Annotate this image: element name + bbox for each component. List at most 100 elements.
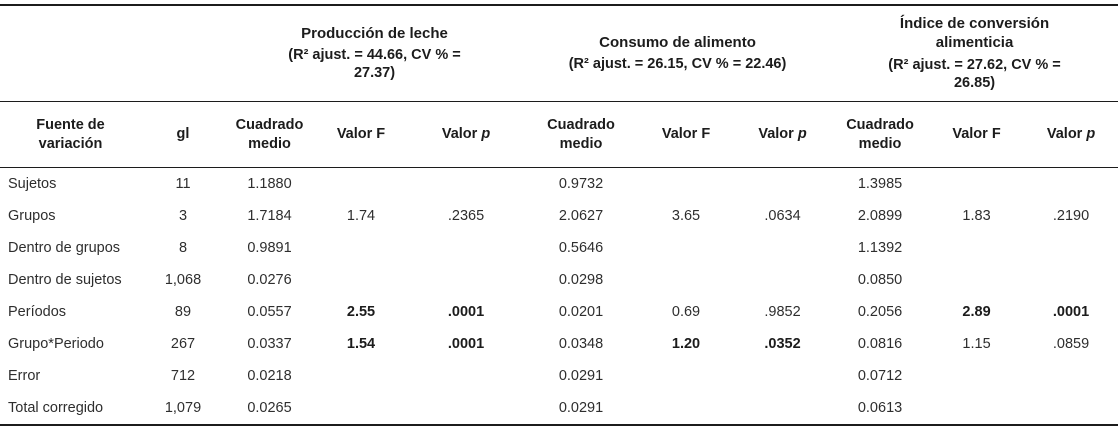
group-stats: (R² ajust. = 26.15, CV % = 22.46) (568, 56, 787, 73)
value-cell (1024, 168, 1118, 201)
value-cell: 0.0298 (558, 272, 604, 288)
value-cell (929, 392, 1024, 425)
value-cell (408, 360, 524, 392)
group-title: Producción de leche (301, 24, 448, 42)
value-cell: 0.5646 (558, 240, 604, 256)
value-cell (408, 168, 524, 201)
value-cell: 0.0218 (247, 368, 292, 384)
value-cell: 0.0276 (247, 272, 292, 288)
value-cell: 1.1392 (857, 240, 903, 256)
row-label: Dentro de sujetos (8, 272, 122, 288)
value-cell: .2190 (1052, 208, 1090, 224)
gl-value: 267 (170, 336, 196, 352)
value-cell: 1.3985 (857, 176, 903, 192)
column-header-row: Fuente de variación gl Cuadrado medio Va… (0, 101, 1118, 168)
table-row: Error 712 0.0218 0.0291 0.0712 (0, 360, 1118, 392)
value-cell: .0001 (447, 304, 485, 320)
value-cell (929, 168, 1024, 201)
value-cell: 3.65 (671, 208, 701, 224)
value-cell (734, 232, 831, 264)
group-stats: (R² ajust. = 27.62, CV % = 26.85) (888, 56, 1061, 91)
col-header-valor-p-2: Valor p (734, 101, 832, 168)
value-cell: 0.0816 (857, 336, 903, 352)
group-title: Índice de conversión alimenticia (899, 15, 1050, 51)
value-cell (314, 232, 408, 264)
group-header-row: Producción de leche (R² ajust. = 44.66, … (0, 5, 1118, 102)
value-cell: 0.0348 (558, 336, 604, 352)
gl-value: 1,068 (164, 272, 202, 288)
table-row: Grupos 3 1.7184 1.74 .2365 2.0627 3.65 .0634 2.0… (0, 200, 1118, 232)
value-cell: .0352 (764, 336, 801, 352)
row-label: Sujetos (8, 176, 57, 192)
value-cell (314, 360, 408, 392)
col-header-valor-p-3: Valor p (1024, 101, 1118, 168)
value-cell: 2.0899 (857, 208, 903, 224)
value-cell (1024, 264, 1118, 296)
gl-value: 1,079 (164, 400, 202, 416)
value-cell: 0.9891 (247, 240, 292, 256)
col-header-gl: gl (141, 101, 225, 168)
col-header-valor-f-3: Valor F (929, 101, 1025, 168)
table-body: Sujetos 11 1.1880 0.9732 1.3985 Grupos 3 1.7184… (0, 168, 1118, 426)
value-cell: .0001 (447, 336, 485, 352)
table-row: Dentro de sujetos 1,068 0.0276 0.0298 0.0850 (0, 264, 1118, 296)
row-label: Grupo*Periodo (8, 336, 104, 352)
table-row: Períodos 89 0.0557 2.55 .0001 0.0201 0.69 .9852… (0, 296, 1118, 328)
group-header-produccion-leche: Producción de leche (R² ajust. = 44.66, … (225, 5, 525, 102)
value-cell (1024, 232, 1118, 264)
value-cell: 1.54 (346, 336, 376, 352)
gl-value: 8 (178, 240, 188, 256)
col-header-valor-f-1: Valor F (314, 101, 408, 168)
col-header-valor-p-1: Valor p (408, 101, 525, 168)
value-cell (929, 264, 1024, 296)
value-cell (1024, 392, 1118, 425)
value-cell: 0.0850 (857, 272, 903, 288)
value-cell (734, 264, 831, 296)
row-label: Dentro de grupos (8, 240, 121, 256)
value-cell (638, 392, 734, 425)
corner-cell (0, 5, 225, 102)
group-title: Consumo de alimento (599, 33, 756, 51)
value-cell (408, 232, 524, 264)
row-label: Error (8, 368, 41, 384)
row-label: Períodos (8, 304, 67, 320)
value-cell (929, 232, 1024, 264)
value-cell (638, 168, 734, 201)
gl-value: 11 (175, 176, 191, 192)
table-row: Dentro de grupos 8 0.9891 0.5646 1.1392 (0, 232, 1118, 264)
value-cell: 0.0337 (247, 336, 292, 352)
value-cell (929, 360, 1024, 392)
value-cell: 0.69 (671, 304, 701, 320)
table-row: Sujetos 11 1.1880 0.9732 1.3985 (0, 168, 1118, 201)
value-cell: 0.0712 (857, 368, 903, 384)
value-cell: 2.0627 (558, 208, 604, 224)
value-cell: 0.2056 (857, 304, 903, 320)
value-cell: .0001 (1052, 304, 1090, 320)
value-cell: 2.55 (346, 304, 376, 320)
value-cell: 2.89 (962, 304, 991, 320)
group-stats: (R² ajust. = 44.66, CV % = 27.37) (288, 47, 461, 82)
value-cell (408, 264, 524, 296)
value-cell: 0.0613 (857, 400, 903, 416)
row-label: Total corregido (8, 400, 104, 416)
gl-value: 712 (170, 368, 196, 384)
value-cell: .9852 (764, 304, 801, 320)
value-cell: 1.7184 (247, 208, 292, 224)
anova-table: Producción de leche (R² ajust. = 44.66, … (0, 4, 1118, 426)
col-header-cuadrado-medio-2: Cuadrado medio (524, 101, 639, 168)
value-cell: 0.0291 (558, 400, 604, 416)
value-cell (1024, 360, 1118, 392)
value-cell: .0634 (764, 208, 801, 224)
col-header-valor-f-2: Valor F (638, 101, 735, 168)
col-header-fuente-variacion: Fuente de variación (0, 101, 141, 168)
group-header-indice-conversion: Índice de conversión alimenticia (R² aju… (831, 5, 1118, 102)
row-label: Grupos (8, 208, 56, 224)
gl-value: 3 (178, 208, 188, 224)
value-cell (314, 168, 408, 201)
table-row: Total corregido 1,079 0.0265 0.0291 0.0613 (0, 392, 1118, 425)
group-header-consumo-alimento: Consumo de alimento (R² ajust. = 26.15, … (524, 5, 832, 102)
value-cell: .0859 (1052, 336, 1090, 352)
value-cell (314, 264, 408, 296)
value-cell: .2365 (447, 208, 485, 224)
